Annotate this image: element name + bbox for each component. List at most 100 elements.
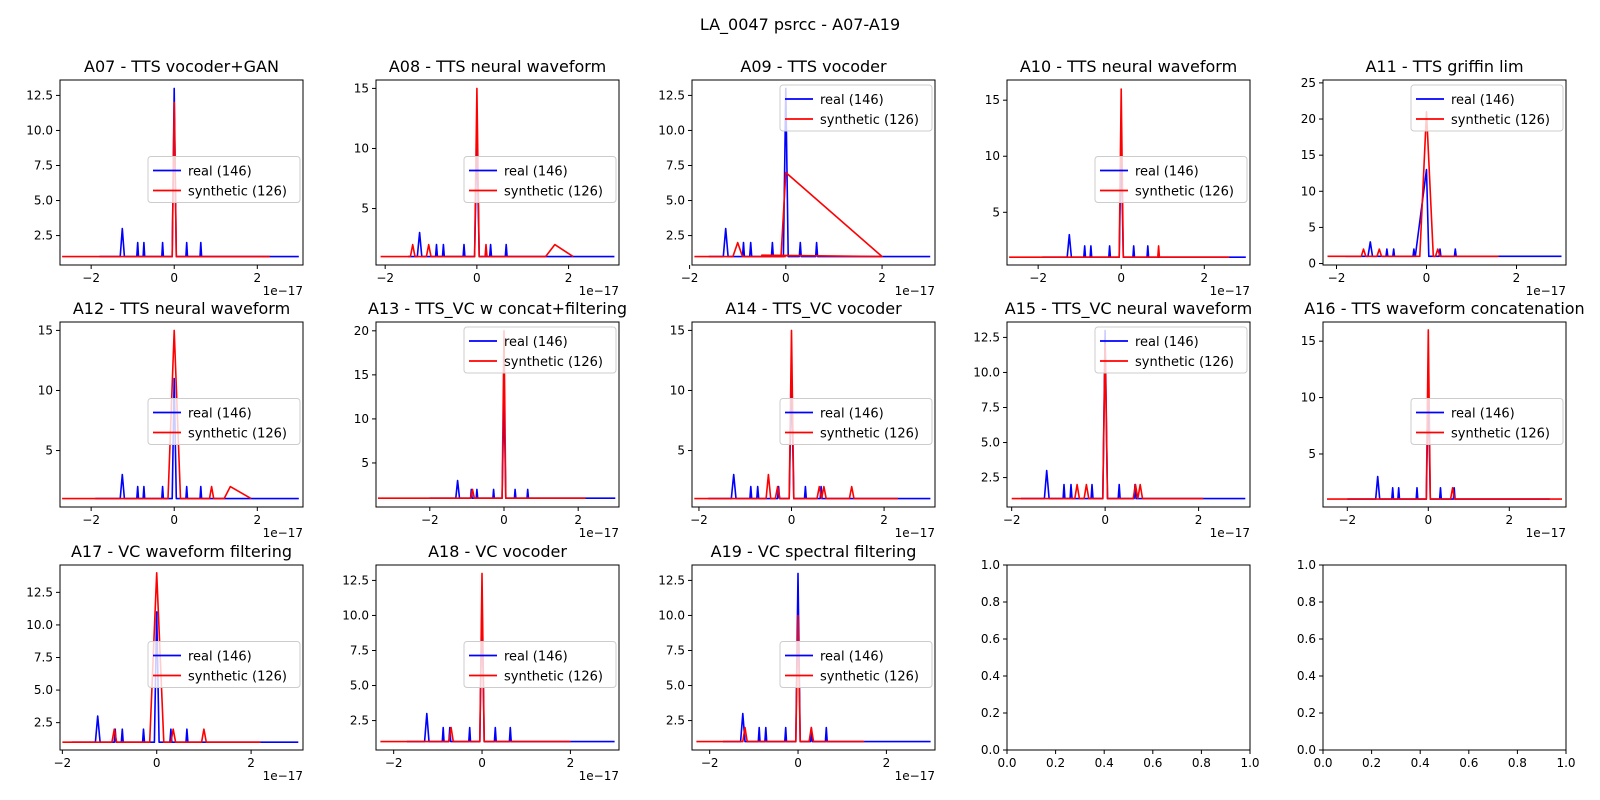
y-tick-label: 5 bbox=[361, 202, 369, 216]
x-tick-label: 2 bbox=[247, 756, 255, 770]
x-tick-label: 2 bbox=[253, 513, 261, 527]
x-tick-label: −2 bbox=[385, 756, 403, 770]
x-tick-label: 2 bbox=[253, 271, 261, 285]
legend-label: real (146) bbox=[1135, 165, 1199, 180]
x-tick-label: 2 bbox=[574, 513, 582, 527]
axes-frame bbox=[1322, 564, 1567, 751]
y-tick-label: 12.5 bbox=[658, 88, 685, 102]
legend-label: synthetic (126) bbox=[820, 427, 919, 442]
x-tick-label: 0.4 bbox=[1095, 756, 1114, 770]
x-tick-label: 1.0 bbox=[1240, 756, 1259, 770]
legend-box bbox=[779, 641, 933, 688]
series-line-real bbox=[1345, 168, 1562, 258]
subplot-title: A16 - TTS waveform concatenation bbox=[1304, 299, 1584, 318]
y-tick-label: 12.5 bbox=[973, 330, 1000, 344]
y-tick-label: 5 bbox=[1308, 220, 1316, 234]
subplot-panel: A12 - TTS neural waveform −2 0 2 5 10 15 1e−17 r… bbox=[38, 299, 304, 540]
x-offset-label: 1e−17 bbox=[579, 526, 619, 540]
legend-box bbox=[1094, 156, 1248, 203]
legend-label: real (146) bbox=[820, 93, 884, 108]
legend: real (146) synthetic (126) bbox=[1094, 156, 1248, 203]
legend-label: synthetic (126) bbox=[1135, 185, 1234, 200]
y-tick-label: 10.0 bbox=[658, 123, 685, 137]
axes-frame bbox=[1006, 564, 1251, 751]
legend-label: real (146) bbox=[1451, 407, 1515, 422]
legend: real (146) synthetic (126) bbox=[779, 641, 933, 688]
series-line-synthetic bbox=[377, 329, 586, 500]
x-offset-label: 1e−17 bbox=[895, 769, 935, 783]
y-tick-label: 15 bbox=[354, 81, 369, 95]
legend-box bbox=[463, 156, 617, 203]
y-tick-label: 7.5 bbox=[666, 643, 685, 657]
y-tick-label: 5 bbox=[1308, 447, 1316, 461]
series-line-synthetic bbox=[62, 571, 261, 744]
legend: real (146) synthetic (126) bbox=[463, 156, 617, 203]
x-offset-label: 1e−17 bbox=[1210, 284, 1250, 298]
legend-box bbox=[1410, 84, 1564, 132]
axes-frame bbox=[1322, 79, 1567, 266]
legend: real (146) synthetic (126) bbox=[1410, 398, 1564, 445]
axes-frame bbox=[1006, 79, 1251, 266]
legend-label: real (146) bbox=[188, 407, 252, 422]
x-tick-label: −2 bbox=[690, 513, 708, 527]
y-tick-label: 0.4 bbox=[981, 669, 1000, 683]
x-tick-label: −2 bbox=[1328, 271, 1346, 285]
subplot-panel: A09 - TTS vocoder −2 0 2 2.5 5.0 7.5 10.0 12.5 1e… bbox=[658, 57, 936, 298]
legend-label: real (146) bbox=[504, 165, 568, 180]
subplot-panel: A10 - TTS neural waveform −2 0 2 5 10 15 1e−17 r… bbox=[985, 57, 1251, 298]
y-tick-label: 0.6 bbox=[1297, 632, 1316, 646]
x-tick-label: 2 bbox=[1195, 513, 1203, 527]
y-tick-label: 5.0 bbox=[666, 679, 685, 693]
legend-label: synthetic (126) bbox=[188, 185, 287, 200]
series-line-synthetic bbox=[696, 614, 865, 743]
legend-label: synthetic (126) bbox=[188, 427, 287, 442]
x-tick-label: 2 bbox=[1505, 513, 1513, 527]
y-tick-label: 2.5 bbox=[350, 714, 369, 728]
subplot-title: A13 - TTS_VC w concat+filtering bbox=[368, 299, 627, 319]
series-line-synthetic bbox=[380, 572, 571, 743]
figure-suptitle: LA_0047 psrcc - A07-A19 bbox=[700, 15, 900, 35]
y-tick-label: 10 bbox=[354, 141, 369, 155]
x-tick-label: 1.0 bbox=[1556, 756, 1575, 770]
y-tick-label: 0.8 bbox=[981, 595, 1000, 609]
y-tick-label: 7.5 bbox=[981, 400, 1000, 414]
x-tick-label: −2 bbox=[82, 271, 100, 285]
series-line-synthetic bbox=[1009, 88, 1230, 259]
x-tick-label: −2 bbox=[54, 756, 72, 770]
axes-frame bbox=[1006, 321, 1251, 508]
y-tick-label: 10.0 bbox=[658, 608, 685, 622]
y-tick-label: 10.0 bbox=[973, 365, 1000, 379]
x-tick-label: 0.8 bbox=[1508, 756, 1527, 770]
legend-label: synthetic (126) bbox=[504, 185, 603, 200]
y-tick-label: 0.0 bbox=[981, 743, 1000, 757]
series-line-synthetic bbox=[694, 329, 898, 500]
y-tick-label: 20 bbox=[1301, 112, 1316, 126]
y-tick-label: 5.0 bbox=[34, 194, 53, 208]
y-tick-label: 5 bbox=[45, 444, 53, 458]
y-tick-label: 1.0 bbox=[981, 558, 1000, 572]
x-tick-label: 2 bbox=[883, 756, 891, 770]
subplot-grid: A07 - TTS vocoder+GAN −2 0 2 2.5 5.0 7.5 10.0 12… bbox=[26, 57, 1584, 783]
axes-frame bbox=[375, 79, 620, 266]
y-tick-label: 15 bbox=[38, 323, 53, 337]
subplot-title: A08 - TTS neural waveform bbox=[389, 57, 606, 76]
subplot-title: A17 - VC waveform filtering bbox=[71, 542, 292, 561]
x-tick-label: 2 bbox=[880, 513, 888, 527]
x-offset-label: 1e−17 bbox=[895, 526, 935, 540]
axes-frame bbox=[691, 79, 936, 266]
x-tick-label: −2 bbox=[82, 513, 100, 527]
x-tick-label: 0 bbox=[170, 271, 178, 285]
subplot-title: A14 - TTS_VC vocoder bbox=[725, 299, 902, 319]
y-tick-label: 10 bbox=[1301, 391, 1316, 405]
series-line-real bbox=[708, 87, 931, 258]
subplot-title: A07 - TTS vocoder+GAN bbox=[84, 57, 279, 76]
legend: real (146) synthetic (126) bbox=[779, 84, 933, 132]
y-tick-label: 25 bbox=[1301, 76, 1316, 90]
axes-frame bbox=[375, 321, 620, 508]
subplot-panel: A17 - VC waveform filtering −2 0 2 2.5 5.0 7.5… bbox=[26, 542, 304, 783]
x-tick-label: 0.6 bbox=[1143, 756, 1162, 770]
y-tick-label: 2.5 bbox=[34, 716, 53, 730]
y-tick-label: 15 bbox=[1301, 148, 1316, 162]
y-tick-label: 12.5 bbox=[26, 88, 53, 102]
